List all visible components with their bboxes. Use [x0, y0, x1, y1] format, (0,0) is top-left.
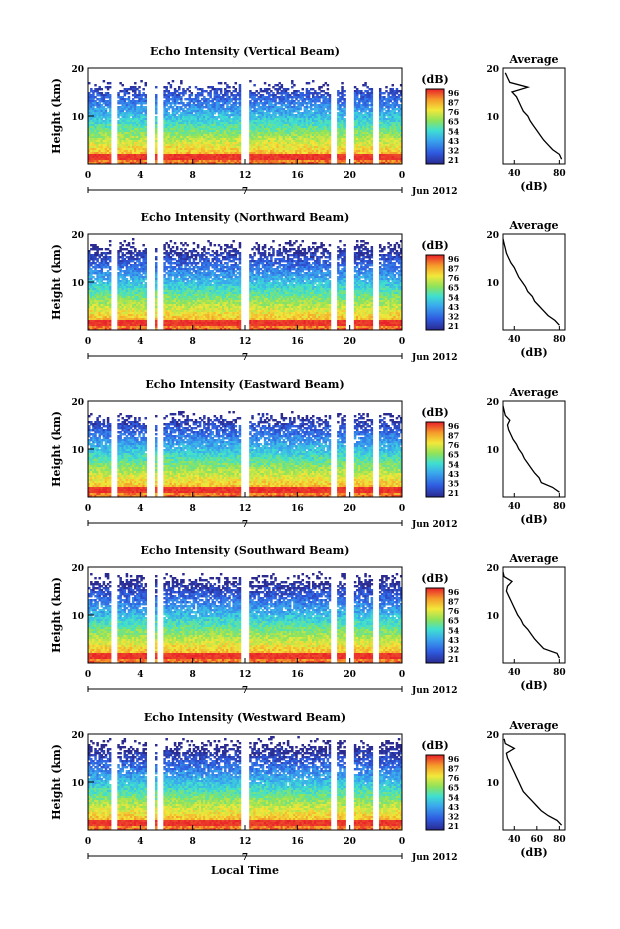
- heatmap-cell: [178, 88, 180, 90]
- figure: Echo Intensity (Vertical Beam)Height (km…: [0, 0, 620, 929]
- heatmap: [88, 80, 402, 164]
- heatmap-cell: [172, 80, 174, 82]
- heatmap-cell: [155, 112, 157, 114]
- heatmap-cell: [142, 88, 144, 90]
- heatmap-cell: [140, 80, 142, 82]
- heatmap-cell: [94, 84, 96, 86]
- heatmap-cell: [145, 102, 147, 104]
- heatmap-cell: [121, 84, 123, 86]
- heatmap-cell: [138, 86, 140, 88]
- heatmap-cell: [101, 88, 103, 90]
- heatmap-cell: [103, 80, 105, 82]
- heatmap-cell: [188, 86, 190, 88]
- heatmap-cell: [170, 86, 172, 88]
- chart-title: Echo Intensity (Vertical Beam): [150, 45, 340, 58]
- heatmap-cell: [109, 86, 111, 88]
- heatmap-cell: [145, 84, 147, 86]
- heatmap-cell: [109, 82, 111, 84]
- heatmap-cell: [155, 86, 157, 88]
- heatmap-cell: [191, 94, 193, 96]
- heatmap-cell: [128, 92, 130, 94]
- heatmap-cell: [180, 82, 182, 84]
- heatmap-cell: [134, 82, 136, 84]
- panel-1: Echo Intensity (Vertical Beam)Height (km…: [50, 45, 566, 197]
- heatmap-cell: [184, 92, 186, 94]
